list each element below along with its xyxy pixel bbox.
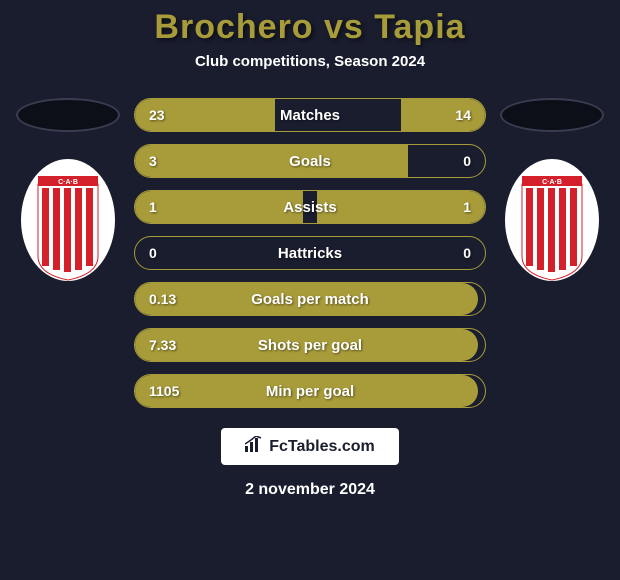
stat-row: 3 0 Goals [134,144,486,178]
comparison-container: Brochero vs Tapia Club competitions, Sea… [0,0,620,580]
stat-value-left: 23 [149,107,165,123]
stat-value-left: 3 [149,153,157,169]
svg-text:C·A·B: C·A·B [58,179,78,186]
stat-label: Min per goal [266,383,354,400]
stat-row: 7.33 Shots per goal [134,328,486,362]
stat-value-left: 0 [149,245,157,261]
stat-value-left: 1105 [149,383,179,399]
stat-label: Matches [280,107,340,124]
stat-value-right: 1 [463,199,471,215]
stat-label: Hattricks [278,245,342,262]
date-text: 2 november 2024 [245,481,375,499]
svg-text:C·A·B: C·A·B [542,179,562,186]
stat-value-right: 0 [463,153,471,169]
stat-label: Assists [283,199,336,216]
stat-fill-right [401,99,485,131]
stat-fill-left [135,191,303,223]
main-area: C·A·B 23 14 Matches 3 0 Goals 1 1 Assists 0 0 Hattr… [0,98,620,408]
stat-value-left: 1 [149,199,157,215]
stat-value-right: 14 [455,107,471,123]
stat-value-right: 0 [463,245,471,261]
stat-row: 1105 Min per goal [134,374,486,408]
stat-row: 0.13 Goals per match [134,282,486,316]
player-right-column: C·A·B [498,98,606,284]
stat-value-left: 0.13 [149,291,176,307]
stat-label: Goals per match [251,291,369,308]
page-title: Brochero vs Tapia [154,8,465,47]
stat-row: 23 14 Matches [134,98,486,132]
watermark-text: FcTables.com [269,438,375,456]
player-right-silhouette [500,98,604,132]
stat-row: 1 1 Assists [134,190,486,224]
stat-label: Shots per goal [258,337,362,354]
stat-fill-right [317,191,485,223]
stat-label: Goals [289,153,331,170]
club-badge-left: C·A·B [18,156,118,284]
watermark: FcTables.com [221,428,399,465]
chart-icon [245,436,263,457]
player-left-silhouette [16,98,120,132]
stat-value-left: 7.33 [149,337,176,353]
player-left-column: C·A·B [14,98,122,284]
stat-fill-left [135,145,408,177]
subtitle: Club competitions, Season 2024 [195,53,425,70]
stats-column: 23 14 Matches 3 0 Goals 1 1 Assists 0 0 Hattricks 0.… [134,98,486,408]
stat-row: 0 0 Hattricks [134,236,486,270]
club-badge-right: C·A·B [502,156,602,284]
